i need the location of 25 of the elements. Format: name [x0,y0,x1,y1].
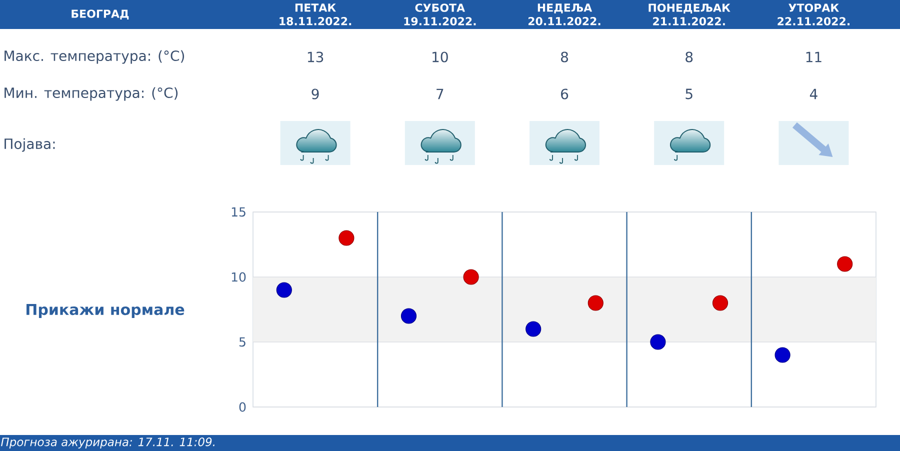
data-label: 13 [308,52,324,62]
data-label: 4 [810,88,818,100]
text: Прикажи нормале [26,304,184,318]
y-tick-label: 0 [239,402,246,412]
data-label: 10 [432,52,448,62]
text: Појава: [4,138,55,152]
data-label: 9 [312,88,319,100]
data-label: 8 [561,52,568,62]
data-label: 11 [806,52,822,62]
text: НЕДЕЉА 20.11.2022. [528,4,600,26]
text: Мин. температура: (°C) [4,87,178,101]
data-label: 6 [561,88,568,100]
text: Макс. температура: (°C) [4,50,184,64]
y-tick-label: 15 [232,207,246,217]
text: БЕОГРАД [72,10,129,20]
data-label: 7 [436,88,444,100]
text: ПЕТАК 18.11.2022. [280,4,352,26]
text: УТОРАК 22.11.2022. [778,4,850,26]
data-label: 5 [686,88,692,100]
text: СУБОТА 19.11.2022. [404,4,476,26]
y-tick-label: 10 [232,272,246,282]
y-tick-label: 5 [239,337,246,347]
text: Прогноза ажурирана: 17.11. 11:09. [1,438,214,448]
text: ПОНЕДЕЉАК 21.11.2022. [648,4,730,26]
data-label: 8 [686,52,693,62]
